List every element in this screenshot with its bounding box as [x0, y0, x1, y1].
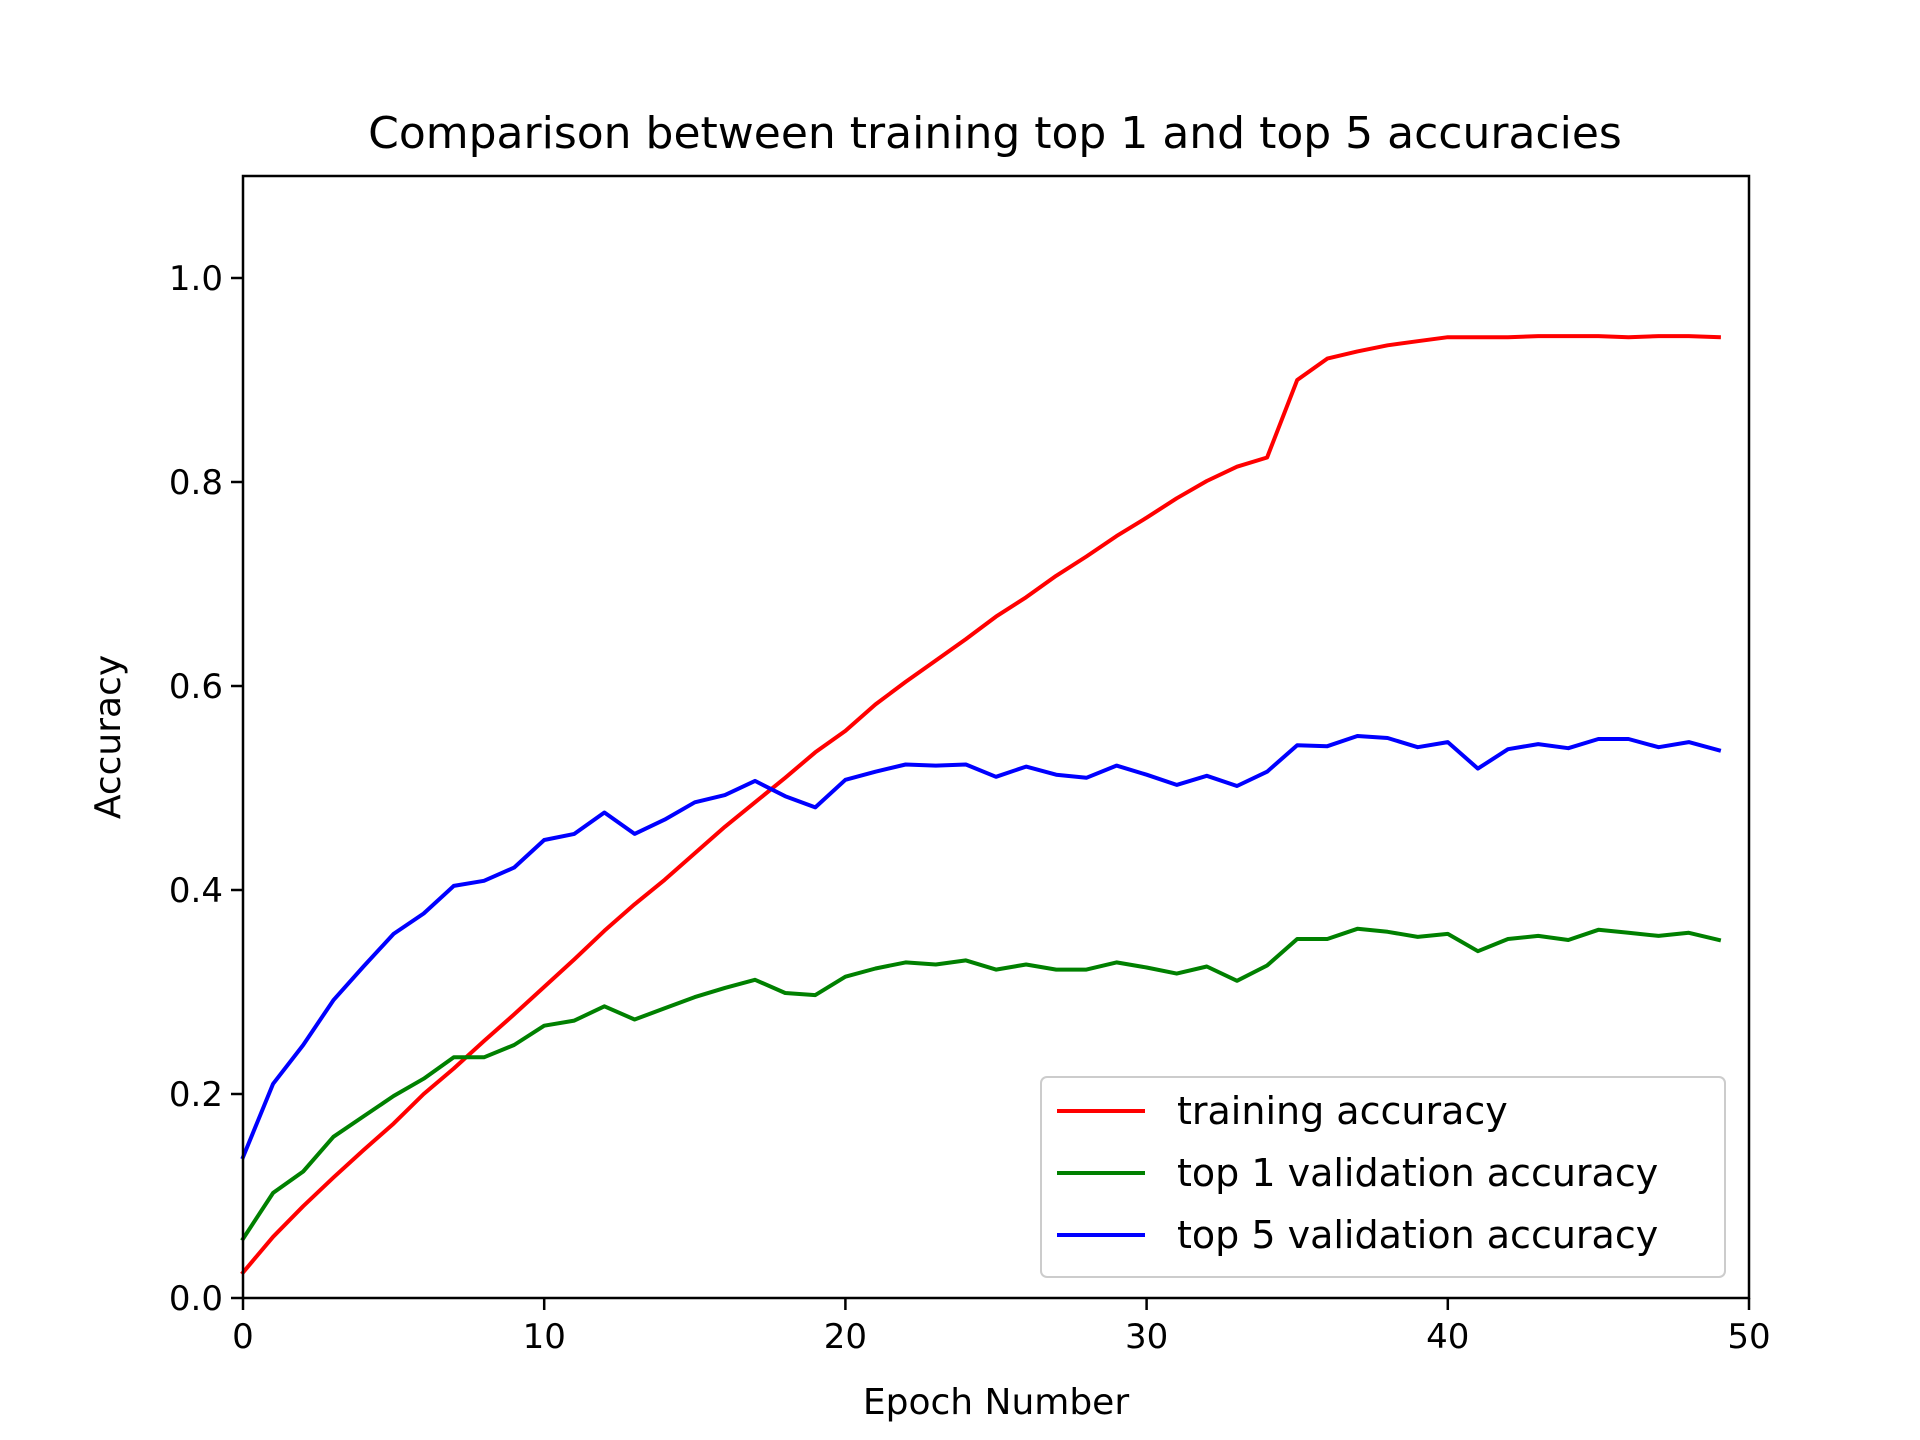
x-tick-label: 50 [1727, 1317, 1770, 1357]
y-tick-label: 0.6 [169, 667, 223, 707]
legend-box [1040, 1076, 1726, 1278]
x-tick-label: 10 [523, 1317, 566, 1357]
series-line-3 [240, 734, 1722, 1160]
y-axis: 0.0 0.2 0.4 0.6 0.8 1.0 [169, 259, 243, 1319]
plot-frame [241, 174, 1751, 1300]
x-tick-label: 0 [232, 1317, 254, 1357]
x-tick-label: 40 [1426, 1317, 1469, 1357]
plot-series [240, 334, 1722, 1276]
x-axis-label: Epoch Number [863, 1382, 1129, 1423]
y-tick-label: 1.0 [169, 259, 223, 299]
chart-title: Comparison between training top 1 and to… [368, 108, 1622, 159]
y-tick-label: 0.4 [169, 871, 223, 911]
x-tick-label: 30 [1125, 1317, 1168, 1357]
y-tick-label: 0.2 [169, 1075, 223, 1115]
legend-label-2: top 1 validation accuracy [1177, 1151, 1658, 1195]
legend-label-3: top 5 validation accuracy [1177, 1213, 1658, 1257]
series-line-1 [240, 334, 1721, 1276]
legend-label-1: training accuracy [1177, 1089, 1508, 1133]
x-axis: 0 10 20 30 40 50 [232, 1298, 1771, 1357]
x-tick-label: 20 [824, 1317, 867, 1357]
legend: training accuracy top 1 validation accura… [1040, 1076, 1726, 1278]
y-tick-label: 0.0 [169, 1279, 223, 1319]
y-axis-label: Accuracy [88, 655, 129, 819]
series-line-2 [240, 926, 1722, 1242]
y-tick-label: 0.8 [169, 463, 223, 503]
